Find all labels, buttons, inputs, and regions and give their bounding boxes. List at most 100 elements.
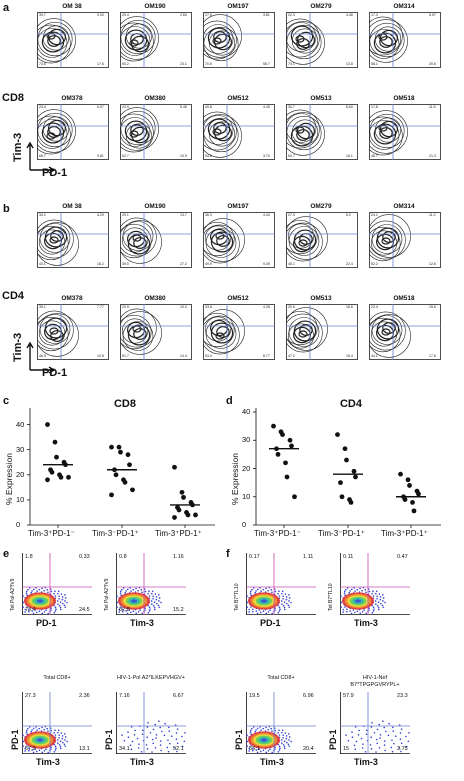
dot xyxy=(361,747,364,749)
dot xyxy=(246,601,249,604)
dot xyxy=(288,600,290,602)
contour-ring xyxy=(203,315,240,355)
dot xyxy=(125,610,128,612)
dot xyxy=(22,734,24,737)
quadrant-value: 54.8 xyxy=(205,154,212,158)
dot xyxy=(262,588,265,591)
quadrant-value: 82.8 xyxy=(119,607,130,613)
dot xyxy=(58,736,60,739)
dot xyxy=(56,600,59,602)
dot xyxy=(41,612,44,615)
dot xyxy=(167,739,169,741)
dot xyxy=(282,604,285,607)
dot xyxy=(38,727,41,730)
dot xyxy=(155,598,158,601)
dot xyxy=(269,748,271,750)
dot xyxy=(286,741,288,744)
dot xyxy=(28,608,30,610)
contour-ring xyxy=(286,18,320,58)
contour-ring xyxy=(120,308,157,348)
contour-ring xyxy=(203,221,235,257)
dot-plot xyxy=(22,692,92,754)
dot xyxy=(35,611,38,614)
data-point xyxy=(274,446,279,452)
dot xyxy=(28,747,30,749)
dot xyxy=(248,608,251,611)
dot xyxy=(370,726,373,728)
dot xyxy=(382,600,384,602)
density-core xyxy=(37,738,43,742)
contour-ring xyxy=(37,219,74,259)
plot-frame xyxy=(369,212,441,268)
dot xyxy=(364,588,367,591)
dot xyxy=(246,745,248,747)
data-point xyxy=(289,443,294,449)
dot xyxy=(151,751,153,753)
dot xyxy=(45,609,47,611)
sample-name: OM380 xyxy=(144,295,166,302)
dot xyxy=(278,729,280,732)
contour-ring xyxy=(37,310,74,350)
contour-ring xyxy=(37,225,69,261)
dot xyxy=(46,727,49,730)
contour-ring xyxy=(37,119,68,149)
dot xyxy=(383,726,386,729)
dot xyxy=(382,606,385,608)
dot xyxy=(368,590,371,593)
contour-plot xyxy=(286,212,358,268)
plot-subtitle: HIV-1-Pol A2*ILKEPVHGV+ xyxy=(116,675,186,681)
dot xyxy=(174,724,177,726)
contour-ring xyxy=(127,324,151,346)
contour-ring xyxy=(120,217,157,257)
dot xyxy=(55,747,57,749)
dot xyxy=(288,597,291,599)
dot xyxy=(262,727,265,730)
dot xyxy=(378,593,381,595)
dot xyxy=(351,731,353,733)
dot xyxy=(154,746,157,749)
dot xyxy=(133,734,136,736)
dot xyxy=(158,594,160,596)
contour-ring xyxy=(286,216,328,260)
y-tick-label: 30 xyxy=(16,444,25,454)
contour-ring xyxy=(208,121,236,147)
dot xyxy=(152,728,155,731)
dot xyxy=(63,743,66,746)
dot xyxy=(158,597,161,599)
data-point xyxy=(338,480,343,486)
quadrant-value: 4.29 xyxy=(97,213,104,217)
dot xyxy=(287,604,290,607)
dot xyxy=(47,591,49,594)
contour-ring xyxy=(371,224,403,254)
dot xyxy=(59,608,62,611)
contour-ring xyxy=(293,229,317,251)
dot xyxy=(284,732,287,734)
dot xyxy=(345,588,347,591)
dot xyxy=(153,608,156,611)
dot xyxy=(59,606,62,609)
dot xyxy=(126,588,129,591)
data-point xyxy=(118,449,123,455)
dot xyxy=(246,740,249,743)
contour-ring xyxy=(286,313,323,353)
contour-ring xyxy=(214,124,232,142)
contour-ring xyxy=(38,229,66,255)
quadrant-value: 48.7 xyxy=(371,154,378,158)
contour-ring xyxy=(37,313,79,357)
dot xyxy=(26,594,28,596)
dot xyxy=(265,751,268,754)
data-point xyxy=(66,474,71,480)
dot xyxy=(357,734,360,736)
sample-name: OM378 xyxy=(61,295,83,302)
contour-ring xyxy=(208,30,236,56)
dot xyxy=(362,743,364,745)
dot xyxy=(161,730,163,733)
row-label-cd8: CD8 xyxy=(2,92,25,104)
quadrant-value: 52.1 xyxy=(173,746,184,752)
quadrant-value: 0.17 xyxy=(249,554,260,560)
dot xyxy=(184,732,186,734)
dot xyxy=(24,611,26,613)
dot-plot xyxy=(22,553,92,615)
dot xyxy=(408,732,410,734)
dot xyxy=(376,597,378,600)
